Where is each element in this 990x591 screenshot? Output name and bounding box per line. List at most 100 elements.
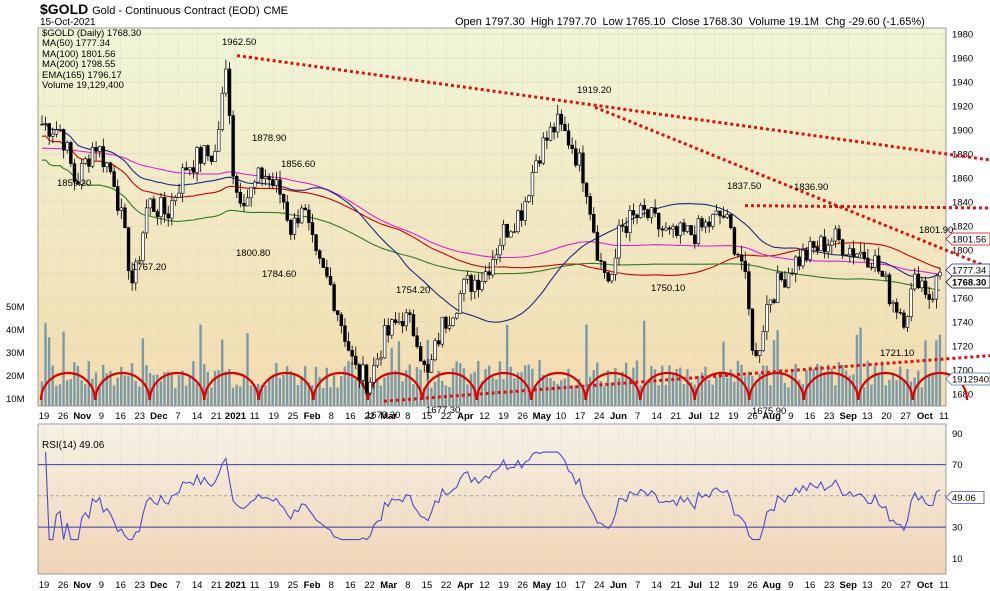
candle-body <box>739 254 744 262</box>
candle-body <box>339 314 344 327</box>
volume-bar <box>462 368 466 406</box>
volume-bar <box>188 375 191 406</box>
rsi-line <box>45 451 941 541</box>
candle-body <box>761 331 765 352</box>
rsi-tick-label: 90 <box>952 429 963 440</box>
candle-body <box>610 274 614 282</box>
rsi-x-tick-label: 19 <box>498 580 509 591</box>
rsi-x-tick-label: Nov <box>73 580 92 591</box>
candle-body <box>487 271 491 276</box>
candle-body <box>220 92 225 130</box>
volume-bar <box>376 378 379 406</box>
candle-body <box>40 123 44 126</box>
cycle-arc <box>857 371 914 401</box>
volume-bar <box>260 384 264 406</box>
candle-body <box>494 254 499 260</box>
ma50-line <box>41 123 941 323</box>
rsi-x-tick-label: Aug <box>762 580 781 591</box>
candle-body <box>332 284 336 311</box>
x-tick-label: Feb <box>304 411 321 422</box>
x-tick-label: 7 <box>635 411 640 422</box>
x-tick-label: Oct <box>917 411 934 422</box>
price-tick-label: 1740 <box>952 318 973 329</box>
chart-date: 15-Oct-2021 <box>40 17 96 28</box>
candle-body <box>43 123 48 125</box>
candle-body <box>195 147 199 173</box>
price-annotation: 1750.10 <box>651 283 685 294</box>
rsi-x-tick-label: 22 <box>441 580 452 591</box>
volume-bar <box>509 366 512 406</box>
candle-body <box>386 325 390 336</box>
x-tick-label: 19 <box>498 411 509 422</box>
candle-body <box>328 275 333 285</box>
volume-bar <box>527 364 530 406</box>
volume-bar <box>116 377 119 406</box>
volume-bar <box>181 370 184 406</box>
rsi-x-tick-label: 19 <box>268 580 279 591</box>
candle-body <box>545 137 549 141</box>
legend-item-volume: Volume 19,129,400 <box>42 80 124 92</box>
rsi-x-tick-label: 23 <box>134 580 145 591</box>
volume-bar <box>484 369 487 406</box>
volume-bar <box>516 372 520 406</box>
candle-body <box>693 234 697 245</box>
volume-bar <box>231 387 235 406</box>
volume-bar <box>776 330 779 406</box>
candle-body <box>574 148 578 166</box>
candle-body <box>444 316 448 329</box>
price-annotation: 1836.90 <box>794 182 828 193</box>
candle-body <box>505 224 509 238</box>
candle-body <box>577 152 582 166</box>
volume-bar <box>862 387 866 406</box>
candle-body <box>675 226 679 236</box>
candle-body <box>833 228 838 242</box>
volume-bar <box>293 375 296 406</box>
volume-bar <box>707 379 711 406</box>
volume-bar <box>412 384 415 406</box>
candle-body <box>105 162 109 168</box>
x-tick-label: 24 <box>594 411 605 422</box>
volume-bar <box>350 361 354 406</box>
volume-bar <box>466 384 469 406</box>
x-tick-label: 11 <box>939 411 949 422</box>
candle-body <box>934 275 939 300</box>
candle-body <box>588 196 592 215</box>
candle-body <box>317 250 322 259</box>
cycle-arc <box>257 371 315 401</box>
candle-body <box>902 312 906 328</box>
candle-body <box>271 179 275 186</box>
candle-body <box>285 201 289 221</box>
candle-body <box>249 186 253 199</box>
rsi-x-tick-label: Feb <box>304 580 321 591</box>
candle-body <box>887 274 892 305</box>
cycle-arc <box>693 371 751 401</box>
volume-bar <box>275 363 278 406</box>
candle-body <box>372 365 376 383</box>
volume-bar <box>498 361 502 406</box>
candle-body <box>83 158 87 164</box>
candle-body <box>920 280 924 289</box>
candle-body <box>599 260 603 262</box>
volume-bar <box>210 387 213 406</box>
x-tick-label: May <box>533 411 552 422</box>
candle-body <box>790 272 794 275</box>
legend-item-ema165: EMA(165) 1796.17 <box>42 69 122 81</box>
rsi-x-tick-label: Jun <box>610 580 627 591</box>
candle-body <box>931 298 935 301</box>
volume-bar <box>906 369 909 406</box>
rsi-x-tick-label: May <box>533 580 552 591</box>
volume-bar <box>736 360 740 406</box>
x-tick-label: 2021 <box>225 411 247 422</box>
candle-body <box>754 350 758 356</box>
candle-body <box>159 197 163 218</box>
candle-body <box>166 213 170 219</box>
volume-bar <box>697 375 700 406</box>
volume-bar <box>661 365 664 406</box>
candle-body <box>465 275 470 280</box>
candle-body <box>256 167 261 183</box>
candle-body <box>628 210 632 233</box>
candle-body <box>797 256 802 267</box>
candle-body <box>757 350 762 356</box>
candle-body <box>776 272 780 303</box>
volume-bar <box>599 381 603 406</box>
